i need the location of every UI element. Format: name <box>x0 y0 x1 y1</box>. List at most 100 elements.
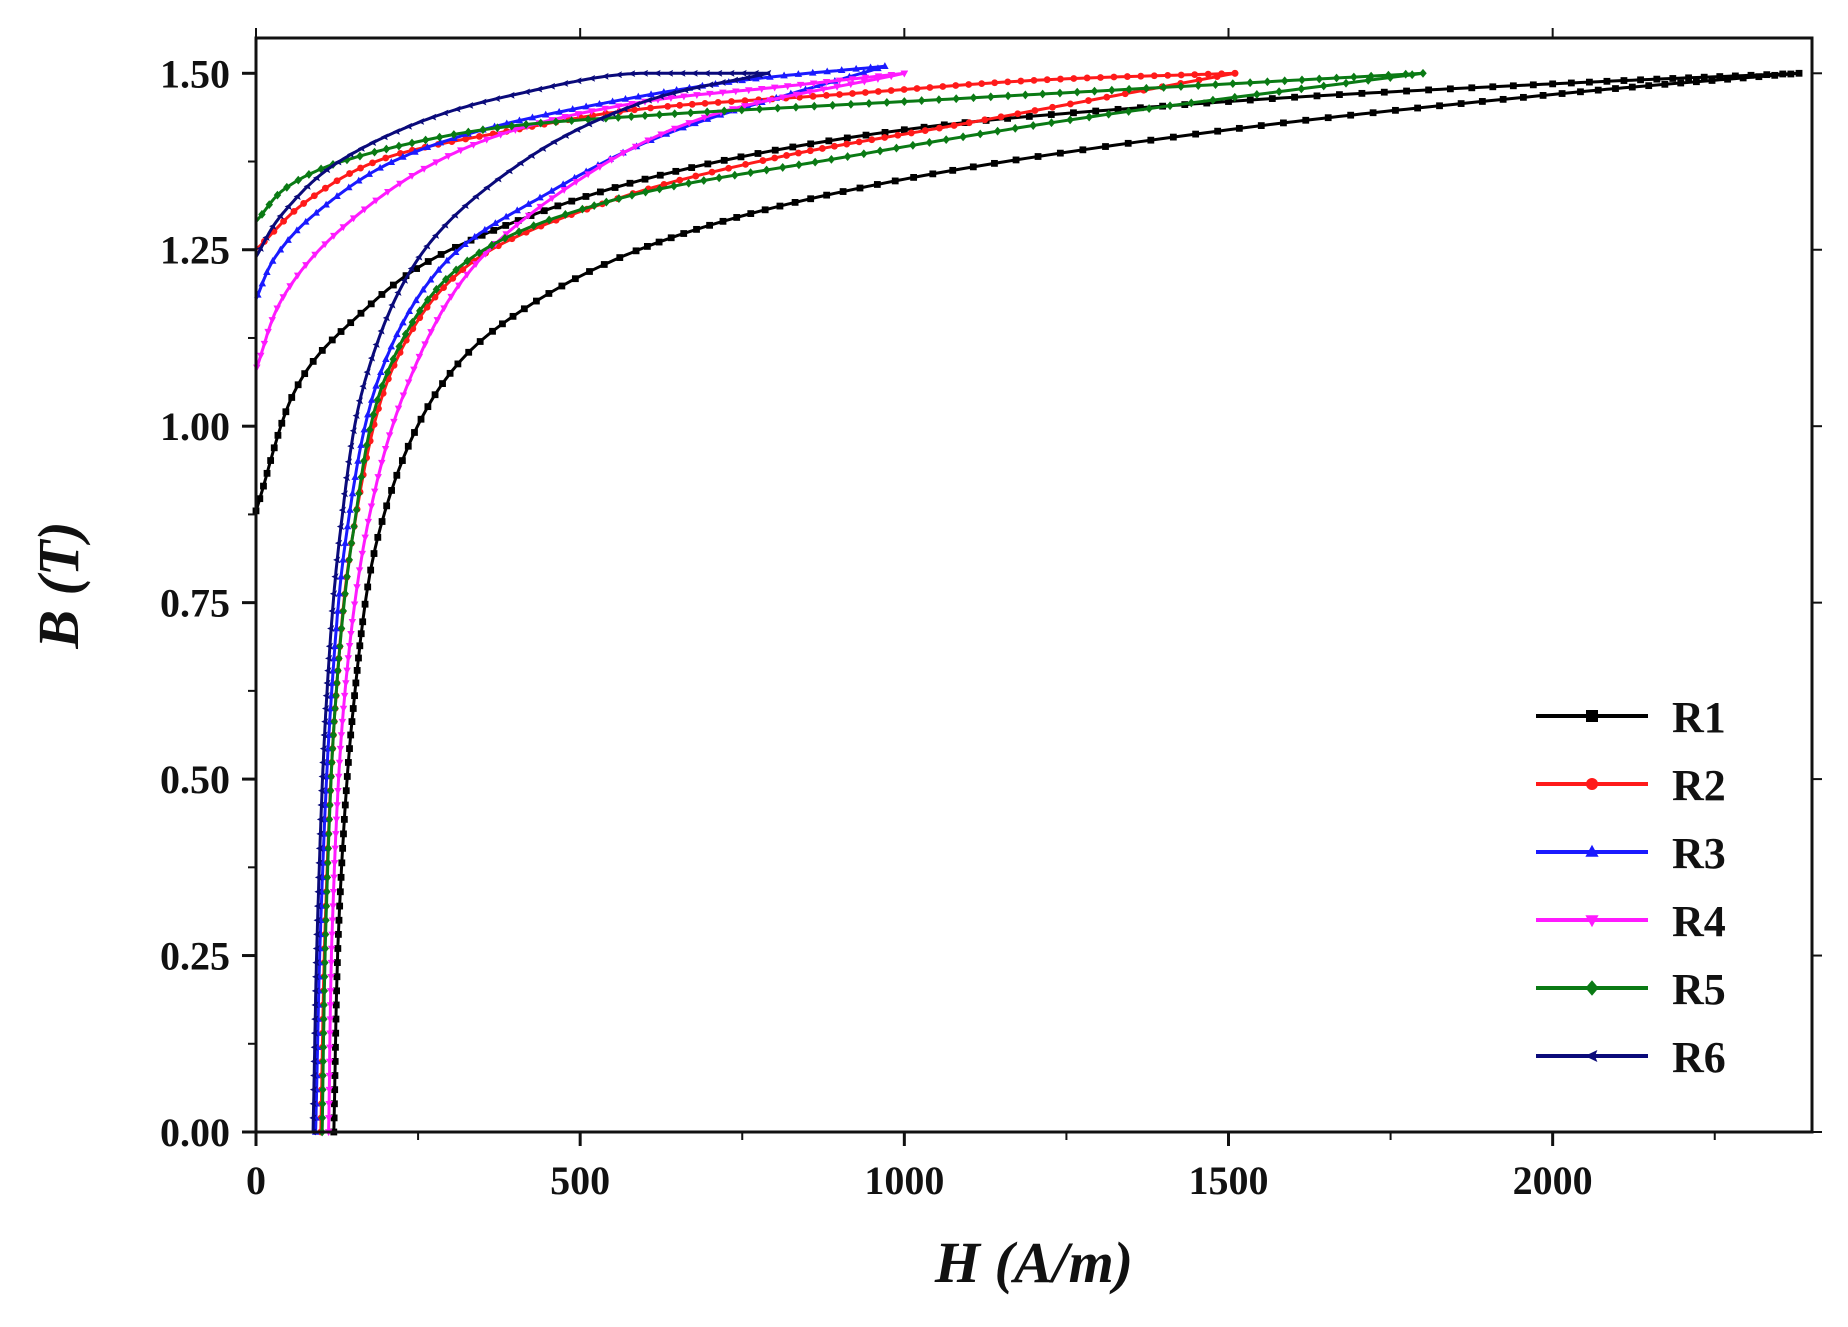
data-point <box>1047 111 1055 118</box>
data-point <box>1755 73 1763 81</box>
data-point <box>332 624 341 632</box>
data-point <box>1685 74 1692 82</box>
data-point <box>653 69 661 77</box>
data-point <box>330 860 339 867</box>
data-point <box>332 816 341 824</box>
data-point <box>325 642 333 650</box>
data-point <box>1159 82 1168 92</box>
data-point <box>312 945 320 952</box>
data-point <box>284 236 292 243</box>
data-point <box>1017 77 1025 85</box>
data-point <box>331 1058 339 1065</box>
data-point <box>1414 104 1422 112</box>
legend-swatch-marker <box>1586 778 1598 790</box>
data-point <box>344 759 352 766</box>
data-point <box>455 282 463 290</box>
data-point <box>429 113 437 121</box>
data-point <box>1034 153 1042 160</box>
data-point <box>405 307 414 315</box>
data-point <box>528 113 537 121</box>
data-point <box>1586 78 1593 86</box>
legend-label: R4 <box>1672 897 1726 946</box>
data-point <box>1315 74 1324 84</box>
data-point <box>1693 78 1700 86</box>
data-point <box>631 106 638 114</box>
data-point <box>1603 77 1611 85</box>
data-point <box>276 245 285 253</box>
data-point <box>1313 92 1321 100</box>
data-point <box>836 91 843 98</box>
data-point <box>1509 82 1517 90</box>
data-point <box>263 469 271 477</box>
data-point <box>978 80 986 88</box>
data-point <box>314 873 322 881</box>
data-point <box>740 103 749 110</box>
data-point <box>293 272 302 280</box>
data-point <box>357 441 365 448</box>
data-point <box>552 117 560 127</box>
data-point <box>628 190 636 200</box>
data-point <box>481 225 489 233</box>
y-axis-title: B (T) <box>26 521 91 649</box>
data-point <box>363 368 371 376</box>
data-point <box>310 1072 318 1079</box>
data-point <box>260 482 267 490</box>
data-point <box>357 144 365 152</box>
data-point <box>1336 91 1343 98</box>
data-point <box>459 266 467 273</box>
data-point <box>340 830 347 838</box>
data-point <box>439 380 446 387</box>
data-point <box>345 183 353 191</box>
data-point <box>378 291 386 298</box>
data-point <box>337 732 346 740</box>
legend-swatch-marker <box>1584 1050 1598 1062</box>
data-point <box>892 143 901 153</box>
data-point <box>809 68 817 76</box>
data-point <box>377 368 385 376</box>
data-point <box>614 71 623 79</box>
data-point <box>395 141 403 151</box>
data-point <box>479 125 487 135</box>
data-point <box>766 97 774 105</box>
x-tick-label: 1000 <box>864 1158 944 1203</box>
data-point <box>1166 101 1174 111</box>
data-point <box>367 503 376 511</box>
data-point <box>319 1042 328 1052</box>
data-point <box>367 354 376 362</box>
data-point <box>339 844 347 852</box>
data-point <box>780 71 788 79</box>
data-point <box>1083 74 1091 82</box>
data-point <box>505 167 513 175</box>
data-point <box>344 655 353 663</box>
data-point <box>1231 92 1239 102</box>
data-point <box>855 138 863 146</box>
data-point <box>1191 71 1199 78</box>
data-point <box>688 100 696 108</box>
data-point <box>424 403 432 411</box>
data-point <box>302 217 310 225</box>
data-point <box>372 341 380 348</box>
data-point <box>751 69 759 77</box>
data-point <box>524 200 533 207</box>
data-point <box>1229 79 1237 89</box>
data-point <box>810 101 819 111</box>
data-point <box>338 506 346 514</box>
data-point <box>394 289 402 296</box>
data-point <box>833 83 841 91</box>
data-point <box>621 95 630 102</box>
data-point <box>822 79 831 86</box>
data-point <box>1085 97 1092 104</box>
data-point <box>1047 118 1056 128</box>
data-point <box>1653 75 1661 83</box>
data-point <box>326 1016 334 1024</box>
data-point <box>909 140 917 150</box>
data-point <box>665 69 674 77</box>
data-point <box>343 667 351 675</box>
data-point <box>1124 139 1132 147</box>
data-point <box>328 917 337 925</box>
data-point <box>372 381 380 389</box>
data-point <box>1367 71 1375 81</box>
data-point <box>939 83 947 90</box>
data-point <box>367 300 375 308</box>
data-point <box>326 1030 334 1038</box>
